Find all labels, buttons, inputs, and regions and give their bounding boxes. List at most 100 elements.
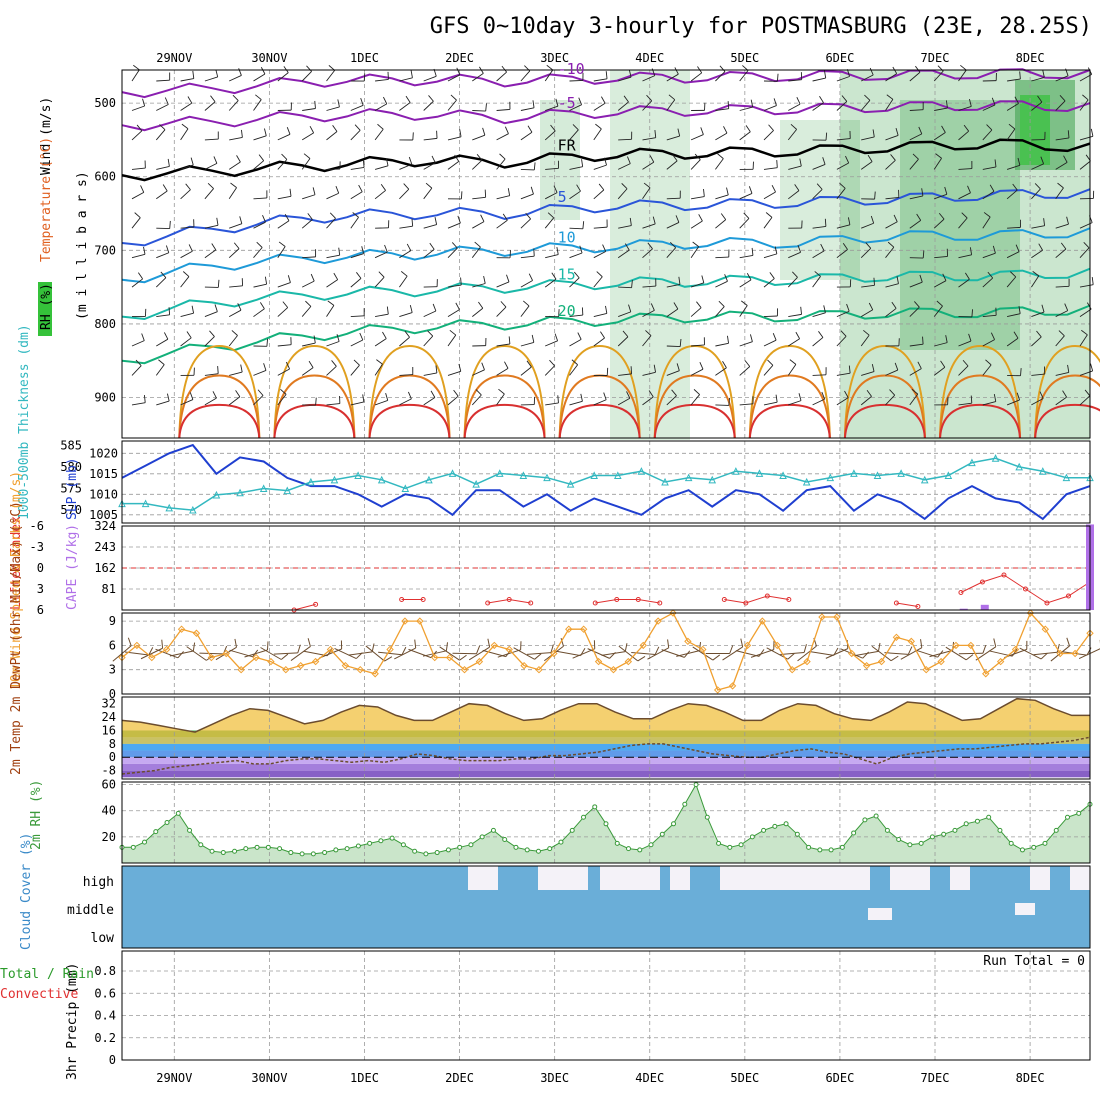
surface-wind-barb [186, 646, 214, 661]
wind-barb [812, 391, 826, 406]
wind-barb [399, 243, 412, 259]
precip-label-rain: Total / Rain [0, 967, 94, 982]
rh-legend-swatch [38, 282, 52, 336]
surface-wind-barb [975, 638, 997, 661]
rh-marker [277, 846, 283, 852]
wind-barb [447, 67, 461, 82]
wind-barb [253, 154, 265, 170]
wind-barb [496, 101, 511, 111]
wind-barb [1079, 242, 1090, 259]
rh-marker [974, 818, 980, 824]
wind-barb [277, 388, 287, 406]
wind-barb [958, 333, 972, 347]
wind-barb [763, 212, 773, 229]
wind10-marker [699, 645, 707, 654]
precip-tick-label: 0.8 [94, 964, 116, 978]
wind-tick-label: 9 [109, 614, 116, 628]
date-label-top: 30NOV [251, 51, 287, 65]
date-label-bottom: 1DEC [350, 1071, 379, 1085]
surface-wind-barb [155, 648, 184, 659]
wind-barb [982, 245, 996, 259]
wind-barb [277, 301, 289, 317]
thickness-marker [590, 471, 599, 480]
rh-marker [1076, 810, 1082, 816]
wind10-marker [460, 665, 469, 674]
wind-barb [155, 359, 165, 376]
wind-barb [277, 188, 292, 200]
rh-marker [333, 847, 339, 853]
slp-line [121, 443, 1091, 521]
wind-barb [1055, 242, 1067, 259]
wind-barb [763, 124, 774, 141]
wind10-marker [1011, 645, 1020, 654]
wind-barb [520, 125, 533, 141]
rh-marker [648, 842, 654, 848]
panel-frame-cape [121, 525, 1091, 611]
wind-barb [1031, 218, 1046, 229]
surface-isotherm [273, 344, 356, 439]
rh-marker [355, 843, 361, 849]
temp-color-band [122, 743, 1090, 751]
wind-barb [228, 303, 242, 317]
wind-barb [131, 395, 146, 406]
wind-barb [933, 360, 946, 376]
rh-marker [997, 827, 1003, 833]
thickness-marker [165, 503, 174, 512]
wind-barb [982, 124, 993, 141]
wind-barb [642, 303, 655, 317]
wind-barb [690, 241, 700, 258]
wind-barb [253, 190, 268, 200]
wind-barb [715, 213, 727, 229]
thickness-marker [661, 477, 669, 486]
wind-barb [715, 274, 728, 288]
cloud-clear-gap [468, 866, 498, 890]
wind-barb [496, 361, 509, 376]
wind-barb [472, 189, 487, 200]
wind-barb [642, 94, 653, 111]
wind-barb [131, 212, 141, 229]
rh-marker [569, 827, 575, 833]
wind-barb [836, 279, 852, 288]
cloud-clear-gap [950, 866, 970, 890]
wind-barb [958, 395, 973, 406]
wind-barb [860, 302, 874, 317]
thickness-marker [472, 480, 480, 488]
cloud-clear-gap [868, 908, 892, 920]
wind-barb [1006, 244, 1020, 259]
wind-barb [131, 64, 140, 82]
cape-tick-label: 324 [94, 519, 116, 533]
wind-barb [836, 95, 848, 111]
wind-barb [788, 331, 800, 347]
axis-label-slp: SLP (mb) [65, 457, 80, 520]
wind-barb [447, 129, 462, 141]
wind-tick-label: 0 [109, 687, 116, 701]
wind-barb [934, 100, 948, 111]
surface-wind-barb [945, 646, 974, 661]
wind-barb [544, 124, 556, 141]
wind-barb [1079, 302, 1092, 317]
isotherm-20 [121, 304, 1091, 365]
wind10-marker [833, 613, 841, 621]
thickness-marker [802, 477, 811, 486]
thickness-marker [307, 477, 315, 486]
surface-wind-barb [422, 642, 449, 657]
wind-barb [180, 367, 195, 376]
wind-barb [350, 359, 360, 376]
wind-barb [301, 213, 313, 229]
cloud-clear-gap [1070, 866, 1090, 890]
wind10-marker [803, 657, 811, 666]
surface-wind-barb [661, 649, 691, 658]
wind-barb [982, 212, 991, 229]
cape-tick-label: 243 [94, 540, 116, 554]
thickness-marker [377, 475, 386, 484]
wind-barb [228, 182, 237, 200]
thickness-marker [495, 469, 504, 477]
wind-barb [1006, 157, 1021, 170]
li-marker [1001, 572, 1007, 578]
wind-barb [301, 273, 315, 288]
wind-barb [1079, 277, 1094, 288]
wind10-marker [118, 653, 126, 662]
wind-barb [228, 94, 239, 111]
rh-tick-label: 40 [102, 804, 116, 818]
wind-barb [228, 390, 241, 406]
